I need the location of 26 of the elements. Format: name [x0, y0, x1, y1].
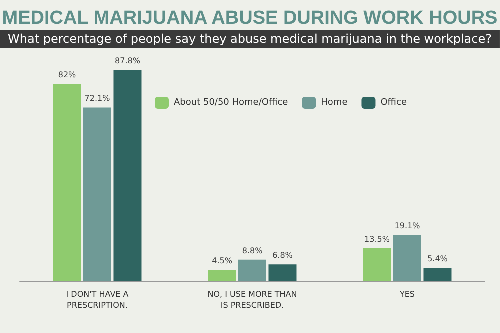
- bar: [114, 70, 142, 281]
- data-label: 72.1%: [84, 94, 111, 104]
- legend-label: Office: [380, 98, 408, 108]
- data-label: 4.5%: [212, 256, 233, 266]
- bar: [84, 108, 112, 281]
- x-tick-label: NO, I USE MORE THAN IS PRESCRIBED.: [208, 290, 298, 310]
- data-label: 19.1%: [394, 222, 421, 231]
- bar: [238, 260, 266, 281]
- x-tick-label: YES: [398, 290, 416, 299]
- data-label: 87.8%: [115, 56, 141, 66]
- data-label: 82%: [58, 70, 77, 80]
- data-label: 8.8%: [242, 246, 264, 256]
- data-label: 6.8%: [272, 251, 294, 260]
- bar: [394, 235, 422, 281]
- bar: [268, 264, 297, 281]
- chart-subtitle: What percentage of people say they abuse medical marijuana in the workplace?: [8, 32, 492, 46]
- bar: [424, 268, 452, 281]
- x-tick-label: I DON'T HAVE A PRESCRIPTION.: [66, 290, 130, 310]
- bar: [53, 84, 82, 281]
- legend-label: Home: [321, 98, 348, 108]
- legend-label: About 50/50 Home/Office: [174, 98, 289, 108]
- bar: [363, 248, 392, 281]
- data-label: 5.4%: [428, 254, 448, 264]
- bar: [208, 270, 236, 281]
- data-label: 13.5%: [364, 235, 390, 244]
- chart-title: MEDICAL MARIJUANA ABUSE DURING WORK HOURS: [2, 8, 498, 29]
